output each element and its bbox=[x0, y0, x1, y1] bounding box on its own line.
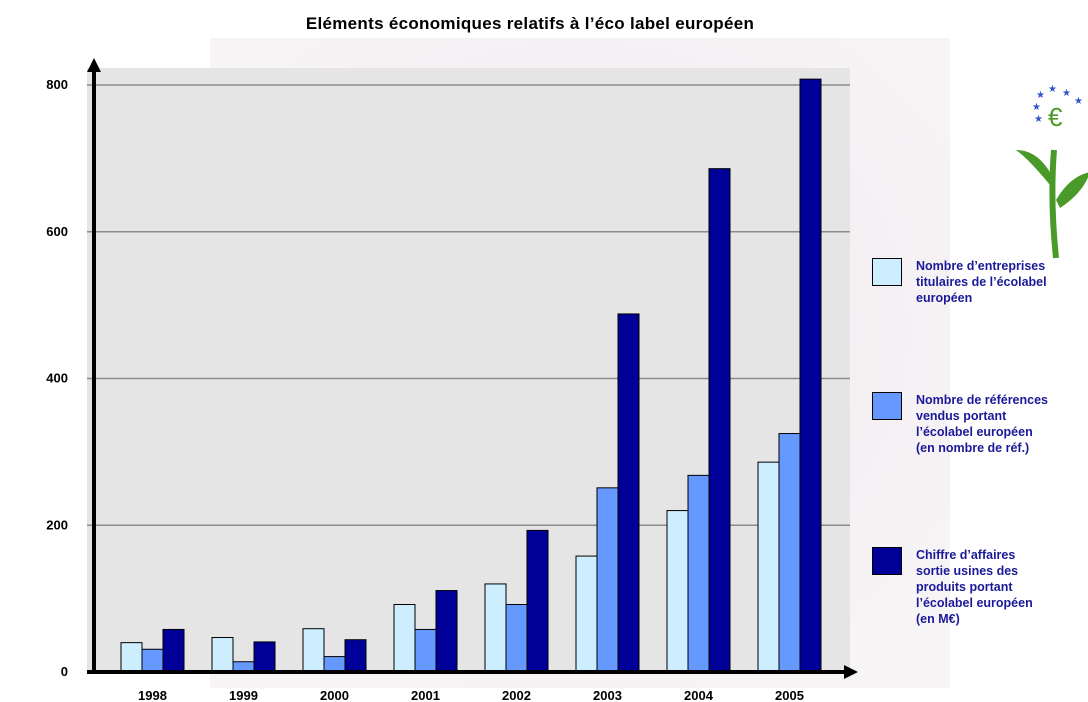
plot-area bbox=[87, 68, 850, 672]
bar-2003-series-1 bbox=[575, 555, 598, 673]
x-axis-arrow bbox=[844, 665, 858, 679]
legend-line: Chiffre d’affaires bbox=[916, 548, 1016, 562]
y-axis-arrow bbox=[87, 58, 101, 72]
x-tick-label: 1999 bbox=[229, 688, 258, 702]
bar-2005-series-3 bbox=[799, 78, 822, 673]
chart-title: Eléments économiques relatifs à l’éco la… bbox=[305, 14, 755, 33]
y-tick-label: 200 bbox=[46, 517, 68, 532]
bar-1998-series-2 bbox=[141, 648, 164, 673]
bar-2002-series-1 bbox=[484, 583, 507, 673]
bar-2000-series-2 bbox=[323, 656, 346, 673]
bar-2002-series-2 bbox=[505, 603, 528, 673]
bar-2000-series-3 bbox=[344, 639, 367, 673]
bar-2000-series-1 bbox=[302, 628, 325, 673]
x-tick-label: 2005 bbox=[775, 688, 804, 702]
bar-2003-series-2 bbox=[596, 487, 619, 673]
svg-text:★: ★ bbox=[1032, 102, 1041, 113]
y-tick-label: 600 bbox=[46, 224, 68, 239]
bar-2003-series-3 bbox=[617, 313, 640, 673]
legend-line: sortie usines des bbox=[916, 564, 1019, 578]
legend-line: Nombre de références bbox=[916, 393, 1049, 407]
legend-swatch-entreprises bbox=[872, 258, 902, 286]
bar-1998-series-1 bbox=[120, 642, 143, 673]
legend-line: produits portant bbox=[916, 580, 1013, 594]
x-tick-labels: 1998 1999 2000 2001 2002 2003 2004 2005 bbox=[138, 688, 804, 702]
legend-label-entreprises: Nombre d’entreprises titulaires de l’éco… bbox=[916, 258, 1088, 306]
bar-2001-series-2 bbox=[414, 628, 437, 673]
legend-line: (en M€) bbox=[916, 612, 960, 626]
y-tick-label: 400 bbox=[46, 371, 68, 386]
legend-item-chiffre-affaires: Chiffre d’affaires sortie usines des pro… bbox=[872, 547, 1088, 627]
y-tick-label: 800 bbox=[46, 77, 68, 92]
legend-line: l’écolabel européen bbox=[916, 425, 1033, 439]
x-tick-label: 2004 bbox=[684, 688, 714, 702]
svg-text:★: ★ bbox=[1074, 96, 1083, 107]
legend-label-chiffre-affaires: Chiffre d’affaires sortie usines des pro… bbox=[916, 547, 1088, 627]
bar-1999-series-1 bbox=[211, 637, 234, 673]
x-tick-label: 1998 bbox=[138, 688, 167, 702]
bar-2004-series-2 bbox=[687, 474, 710, 673]
svg-text:★: ★ bbox=[1048, 84, 1057, 95]
legend-label-references: Nombre de références vendus portant l’éc… bbox=[916, 392, 1088, 456]
legend-line: européen bbox=[916, 291, 973, 305]
svg-text:★: ★ bbox=[1034, 114, 1043, 125]
legend-line: Nombre d’entreprises bbox=[916, 259, 1046, 273]
y-tick-labels: 0 200 400 600 800 bbox=[46, 77, 68, 679]
x-tick-label: 2003 bbox=[593, 688, 622, 702]
bars bbox=[120, 78, 822, 673]
bar-2002-series-3 bbox=[526, 529, 549, 673]
bar-2001-series-3 bbox=[435, 590, 458, 673]
bar-2005-series-1 bbox=[757, 461, 780, 673]
x-tick-label: 2001 bbox=[411, 688, 440, 702]
bar-1998-series-3 bbox=[162, 628, 185, 673]
bar-2001-series-1 bbox=[393, 603, 416, 673]
legend-line: vendus portant bbox=[916, 409, 1007, 423]
bar-2004-series-3 bbox=[708, 168, 731, 673]
eu-ecolabel-flower-icon: ★ ★ ★ ★ ★ ★ € bbox=[1016, 84, 1088, 259]
svg-text:★: ★ bbox=[1036, 90, 1045, 101]
legend-item-references: Nombre de références vendus portant l’éc… bbox=[872, 392, 1088, 456]
legend-item-entreprises: Nombre d’entreprises titulaires de l’éco… bbox=[872, 258, 1088, 306]
x-tick-label: 2000 bbox=[320, 688, 349, 702]
bar-2005-series-2 bbox=[778, 433, 801, 673]
x-tick-label: 2002 bbox=[502, 688, 531, 702]
legend-line: (en nombre de réf.) bbox=[916, 441, 1030, 455]
legend-swatch-references bbox=[872, 392, 902, 420]
svg-text:★: ★ bbox=[1062, 88, 1071, 99]
legend-line: titulaires de l’écolabel bbox=[916, 275, 1047, 289]
legend-swatch-chiffre-affaires bbox=[872, 547, 902, 575]
legend-line: l’écolabel européen bbox=[916, 596, 1033, 610]
y-tick-label: 0 bbox=[61, 664, 68, 679]
bar-1999-series-3 bbox=[253, 641, 276, 673]
bar-2004-series-1 bbox=[666, 510, 689, 673]
euro-symbol: € bbox=[1048, 102, 1063, 132]
